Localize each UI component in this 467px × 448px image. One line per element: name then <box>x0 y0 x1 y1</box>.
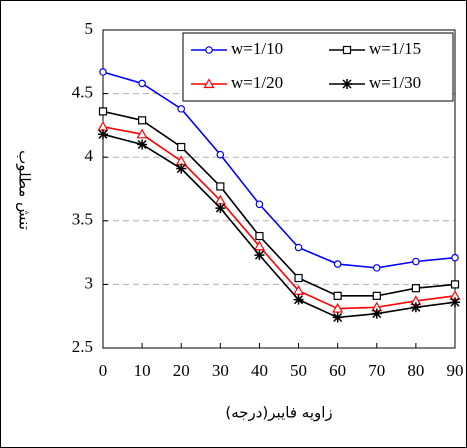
x-tick-label: 0 <box>99 361 108 380</box>
marker <box>216 150 225 159</box>
marker <box>176 163 187 174</box>
marker <box>293 294 304 305</box>
x-tick-label: 40 <box>251 361 268 380</box>
marker <box>372 291 381 300</box>
marker <box>294 243 303 252</box>
marker <box>410 302 421 313</box>
marker <box>255 231 264 241</box>
marker <box>99 68 107 76</box>
legend-marker <box>203 78 215 89</box>
series-line <box>102 133 456 319</box>
x-tick-label: 20 <box>173 361 190 380</box>
legend-marker <box>342 79 352 89</box>
marker <box>138 79 146 88</box>
marker <box>255 200 264 209</box>
marker <box>177 105 186 113</box>
marker <box>372 264 381 272</box>
legend-box <box>182 32 454 102</box>
marker <box>412 257 420 266</box>
marker <box>371 308 382 319</box>
marker <box>98 107 108 116</box>
legend-label: w=1/20 <box>231 73 283 92</box>
y-tick-label: 5 <box>85 19 94 38</box>
x-tick-label: 10 <box>134 361 151 380</box>
marker <box>333 291 342 300</box>
marker <box>332 312 343 323</box>
marker <box>293 285 305 295</box>
marker <box>215 203 226 214</box>
y-tick-label: 3 <box>85 273 94 292</box>
legend-marker <box>205 46 213 54</box>
x-axis-title: زاویه فایبر(درجه) <box>225 404 332 422</box>
series-line <box>102 71 456 269</box>
y-tick-label: 4 <box>85 146 94 165</box>
x-tick-label: 60 <box>329 361 346 380</box>
marker <box>450 297 460 308</box>
plot-area <box>102 29 456 349</box>
legend-label: w=1/30 <box>369 73 421 92</box>
marker <box>177 142 186 152</box>
marker <box>253 240 265 251</box>
marker <box>136 128 148 139</box>
x-tick-label: 80 <box>407 361 424 380</box>
marker <box>98 129 108 140</box>
x-tick-label: 70 <box>368 361 385 380</box>
legend-marker <box>342 45 352 55</box>
legend-label: w=1/10 <box>231 39 283 58</box>
marker <box>411 284 420 293</box>
marker <box>294 273 303 283</box>
marker <box>138 116 147 125</box>
marker <box>137 139 148 150</box>
marker <box>451 253 459 262</box>
series-line <box>102 110 456 297</box>
x-tick-label: 90 <box>447 361 464 380</box>
y-tick-label: 4.5 <box>72 83 93 102</box>
x-tick-label: 30 <box>212 361 229 380</box>
y-axis-title: تنش مطلوب <box>16 150 34 230</box>
series-line <box>102 125 456 310</box>
marker <box>332 302 344 313</box>
marker <box>450 280 460 289</box>
legend-label: w=1/15 <box>369 39 421 58</box>
x-tick-label: 50 <box>290 361 307 380</box>
y-tick-label: 2.5 <box>72 337 93 356</box>
y-tick-label: 3.5 <box>72 210 93 229</box>
marker <box>333 260 342 268</box>
marker <box>216 182 225 191</box>
marker <box>254 250 265 261</box>
